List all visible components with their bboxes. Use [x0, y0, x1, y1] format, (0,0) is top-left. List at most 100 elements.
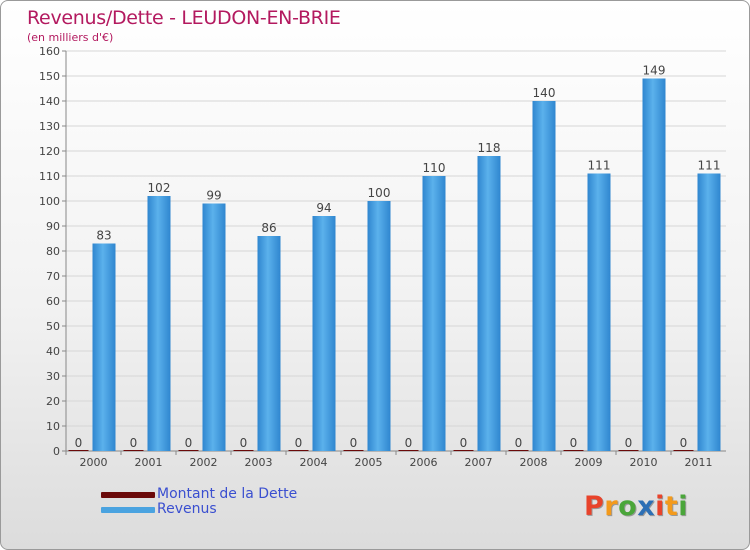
data-label-dette: 0	[460, 436, 468, 450]
y-tick-label: 40	[46, 345, 60, 358]
data-label-dette: 0	[240, 436, 248, 450]
logo-letter: i	[655, 491, 665, 522]
x-tick-label: 2002	[190, 456, 218, 469]
logo-letter: t	[664, 491, 679, 522]
bar-dette	[343, 450, 364, 451]
data-label-revenus: 110	[423, 161, 446, 175]
data-label-dette: 0	[130, 436, 138, 450]
y-tick-label: 120	[39, 145, 60, 158]
x-tick-label: 2001	[135, 456, 163, 469]
x-tick-label: 2004	[300, 456, 328, 469]
y-tick-label: 110	[39, 170, 60, 183]
y-tick-label: 70	[46, 270, 60, 283]
legend: Montant de la Dette Revenus	[101, 487, 297, 517]
data-label-revenus: 111	[698, 159, 721, 173]
data-label-revenus: 140	[533, 86, 556, 100]
bar-dette	[233, 450, 254, 451]
x-tick-label: 2000	[80, 456, 108, 469]
y-tick-label: 160	[39, 45, 60, 58]
y-axis: 0 10 20 30 40 50 60 70 80 90 100 110 120 130 140 150 160	[39, 45, 67, 458]
data-label-revenus: 149	[643, 64, 666, 78]
grid-lines	[66, 50, 726, 452]
bar-revenus	[642, 78, 666, 451]
bar-dette	[508, 450, 529, 451]
y-tick-label: 100	[39, 195, 60, 208]
y-tick-label: 140	[39, 95, 60, 108]
chart-subtitle: (en milliers d'€)	[27, 31, 114, 44]
data-label-revenus: 94	[316, 201, 331, 215]
bar-revenus	[92, 243, 116, 451]
logo-letter: x	[637, 491, 656, 522]
data-label-dette: 0	[295, 436, 303, 450]
bar-dette	[673, 450, 694, 451]
legend-label-dette: Montant de la Dette	[157, 486, 298, 502]
data-label-revenus: 111	[588, 159, 611, 173]
x-tick-label: 2006	[410, 456, 438, 469]
data-label-revenus: 99	[206, 189, 221, 203]
y-tick-label: 20	[46, 395, 60, 408]
bar-dette	[288, 450, 309, 451]
data-labels: 0 83 0 102 0 99 0 86 0 94 0 100 0 110 0 118 0 140 0 111 0 149…	[75, 64, 721, 451]
x-tick-label: 2011	[685, 456, 713, 469]
chart-title: Revenus/Dette - LEUDON-EN-BRIE	[27, 7, 341, 29]
y-tick-label: 150	[39, 70, 60, 83]
y-tick-label: 0	[53, 445, 60, 458]
bar-dette	[618, 450, 639, 451]
data-label-revenus: 86	[261, 221, 276, 235]
x-axis: 2000 2001 2002 2003 2004 2005 2006 2007 2008 2009…	[65, 450, 726, 469]
y-tick-label: 10	[46, 420, 60, 433]
x-tick-label: 2010	[630, 456, 658, 469]
data-label-revenus: 118	[478, 141, 501, 155]
data-label-revenus: 100	[368, 186, 391, 200]
data-label-dette: 0	[405, 436, 413, 450]
data-label-revenus: 102	[148, 181, 171, 195]
legend-item-revenus: Revenus	[101, 502, 297, 517]
bar-revenus	[202, 203, 226, 451]
x-tick-label: 2008	[520, 456, 548, 469]
bar-revenus	[147, 196, 171, 451]
data-label-revenus: 83	[96, 229, 111, 243]
bar-dette	[68, 450, 89, 451]
data-label-dette: 0	[185, 436, 193, 450]
bar-dette	[178, 450, 199, 451]
bar-revenus	[477, 156, 501, 451]
legend-swatch-revenus	[101, 506, 155, 513]
data-label-dette: 0	[625, 436, 633, 450]
x-tick-label: 2005	[355, 456, 383, 469]
logo-letter: r	[604, 491, 619, 522]
proxiti-logo: Proxiti	[584, 491, 688, 522]
bar-revenus	[697, 173, 721, 451]
bar-revenus	[312, 216, 336, 451]
bar-revenus	[422, 176, 446, 451]
data-label-dette: 0	[75, 436, 83, 450]
bar-revenus	[367, 201, 391, 451]
x-tick-label: 2003	[245, 456, 273, 469]
bar-dette	[398, 450, 419, 451]
y-tick-label: 60	[46, 295, 60, 308]
x-tick-label: 2007	[465, 456, 493, 469]
data-label-dette: 0	[515, 436, 523, 450]
x-tick-label: 2009	[575, 456, 603, 469]
bar-dette	[563, 450, 584, 451]
data-label-dette: 0	[350, 436, 358, 450]
data-label-dette: 0	[680, 436, 688, 450]
logo-letter: o	[618, 491, 638, 522]
y-tick-label: 130	[39, 120, 60, 133]
bar-revenus	[532, 101, 556, 451]
data-label-dette: 0	[570, 436, 578, 450]
logo-letter: P	[584, 491, 605, 522]
y-tick-label: 80	[46, 245, 60, 258]
logo-letter: i	[678, 491, 689, 522]
legend-swatch-dette	[101, 491, 155, 498]
y-tick-label: 90	[46, 220, 60, 233]
bar-revenus	[257, 236, 281, 451]
bar-dette	[123, 450, 144, 451]
y-tick-label: 50	[46, 320, 60, 333]
bar-dette	[453, 450, 474, 451]
legend-label-revenus: Revenus	[157, 501, 217, 517]
y-tick-label: 30	[46, 370, 60, 383]
bars	[68, 78, 721, 451]
legend-item-dette: Montant de la Dette	[101, 487, 297, 502]
